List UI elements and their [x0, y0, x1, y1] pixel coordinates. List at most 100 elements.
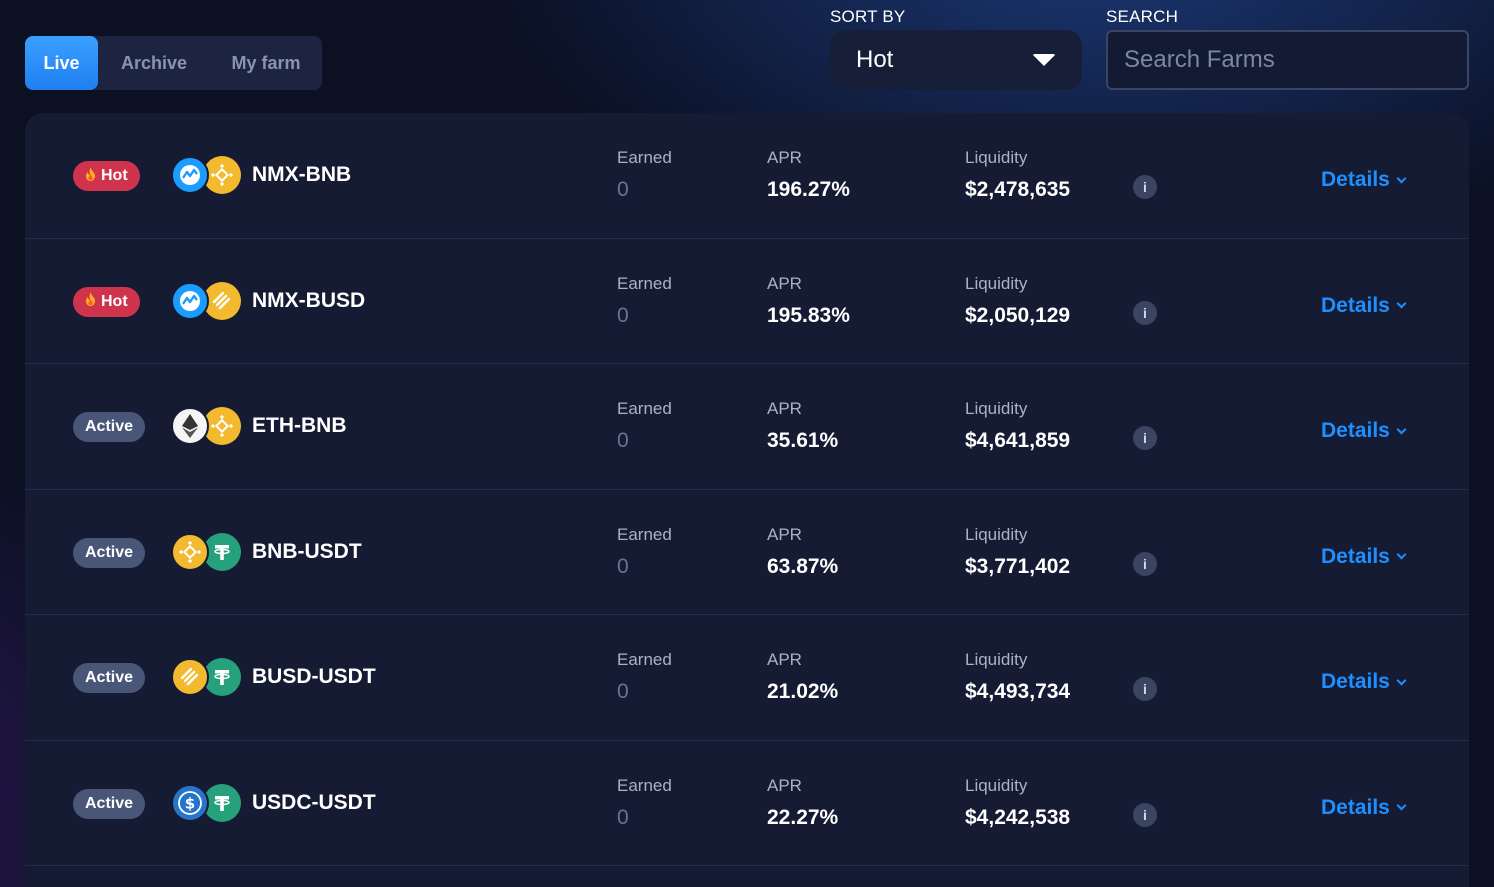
svg-text:$: $ [185, 794, 195, 812]
token-a-icon [171, 532, 209, 571]
token-a-icon [171, 658, 209, 696]
token-pair-icons [171, 658, 243, 696]
liquidity-label: Liquidity [965, 650, 1028, 669]
chevron-down-icon [1396, 173, 1407, 183]
pair-name: BUSD-USDT [252, 665, 376, 688]
status-badge-label: Hot [101, 292, 128, 310]
details-button[interactable]: Details [1321, 795, 1407, 820]
details-button[interactable]: Details [1321, 168, 1407, 192]
farm-row: Hot NMX-BUSD Earned 0 APR 195.83% Liquid… [25, 239, 1469, 364]
chevron-down-icon [1396, 298, 1407, 309]
pair-name: BNB-USDT [252, 539, 362, 563]
status-badge-label: Active [85, 418, 134, 435]
details-label: Details [1321, 419, 1390, 442]
pair-name: NMX-BNB [252, 163, 352, 186]
status-badge: Active [73, 788, 146, 819]
details-label: Details [1321, 795, 1390, 819]
chevron-down-icon [1396, 675, 1407, 685]
farm-row: Active BUSD-USDT Earned 0 APR 21.02% Liq… [25, 615, 1469, 741]
sort-by-label: SORT BY [830, 7, 906, 26]
apr-value: 22.27% [767, 805, 839, 829]
earned-label: Earned [617, 273, 672, 293]
details-button[interactable]: Details [1321, 670, 1407, 694]
token-a-icon [171, 156, 209, 194]
apr-label: APR [767, 399, 802, 418]
details-button[interactable]: Details [1321, 544, 1407, 569]
info-icon[interactable]: i [1133, 426, 1157, 450]
sort-select[interactable]: Hot [830, 30, 1082, 90]
earned-value: 0 [617, 680, 629, 703]
info-icon[interactable]: i [1133, 300, 1157, 325]
token-pair-icons: $ [171, 783, 243, 822]
token-b-icon [203, 658, 241, 696]
status-badge: Active [73, 412, 146, 442]
earned-label: Earned [617, 775, 672, 795]
earned-value: 0 [617, 429, 629, 452]
earned-value: 0 [617, 303, 629, 327]
chevron-down-icon [1396, 800, 1407, 811]
apr-label: APR [767, 775, 802, 795]
status-badge-label: Active [85, 543, 134, 561]
token-a-icon [171, 281, 209, 320]
status-badge-label: Active [85, 669, 134, 686]
pair-name: ETH-BNB [252, 414, 347, 437]
apr-label: APR [767, 273, 802, 293]
farm-list: Hot NMX-BNB Earned 0 APR 196.27% Liquidi… [25, 113, 1469, 887]
earned-label: Earned [617, 399, 672, 418]
details-label: Details [1321, 168, 1390, 191]
search-input[interactable] [1106, 30, 1469, 90]
flame-icon [85, 166, 96, 186]
pair-name: USDC-USDT [252, 790, 376, 814]
caret-down-icon [1032, 54, 1056, 66]
status-badge: Hot [73, 286, 140, 317]
token-b-icon [203, 407, 241, 445]
apr-value: 21.02% [767, 680, 839, 703]
earned-label: Earned [617, 524, 672, 544]
liquidity-value: $3,771,402 [965, 554, 1071, 578]
tab-live[interactable]: Live [25, 36, 98, 90]
details-button[interactable]: Details [1321, 419, 1407, 443]
token-a-icon [171, 407, 209, 445]
earned-value: 0 [617, 805, 629, 829]
liquidity-value: $4,493,734 [965, 680, 1071, 703]
details-button[interactable]: Details [1321, 294, 1407, 318]
tab-archive[interactable]: Archive [120, 52, 188, 73]
flame-icon [85, 292, 96, 311]
token-pair-icons [171, 156, 243, 194]
token-pair-icons [171, 407, 243, 445]
info-icon[interactable]: i [1133, 677, 1157, 701]
apr-value: 196.27% [767, 178, 850, 201]
liquidity-value: $4,242,538 [965, 805, 1071, 829]
liquidity-label: Liquidity [965, 775, 1028, 795]
apr-label: APR [767, 148, 802, 167]
apr-value: 195.83% [767, 303, 850, 327]
liquidity-label: Liquidity [965, 399, 1028, 418]
status-badge: Active [73, 663, 146, 693]
token-b-icon [203, 281, 241, 320]
liquidity-label: Liquidity [965, 524, 1028, 544]
tab-my-farm[interactable]: My farm [231, 52, 301, 73]
earned-value: 0 [617, 178, 629, 201]
token-b-icon [203, 532, 241, 571]
info-icon[interactable]: i [1133, 551, 1157, 576]
farm-row: Hot NMX-BNB Earned 0 APR 196.27% Liquidi… [25, 113, 1469, 239]
status-badge: Hot [73, 161, 140, 191]
farm-tabs: Live Archive My farm [25, 36, 322, 90]
status-badge: Active [73, 537, 146, 568]
earned-label: Earned [617, 650, 672, 669]
status-badge-label: Active [85, 794, 134, 812]
token-pair-icons [171, 281, 243, 320]
status-badge-label: Hot [101, 167, 128, 184]
details-label: Details [1321, 670, 1390, 693]
liquidity-value: $2,478,635 [965, 178, 1071, 201]
token-pair-icons [171, 532, 243, 571]
liquidity-label: Liquidity [965, 273, 1028, 293]
details-label: Details [1321, 544, 1390, 568]
info-icon[interactable]: i [1133, 802, 1157, 827]
token-b-icon [203, 783, 241, 822]
token-a-icon: $ [171, 783, 209, 822]
liquidity-value: $2,050,129 [965, 303, 1071, 327]
apr-value: 63.87% [767, 554, 839, 578]
info-icon[interactable]: i [1133, 175, 1157, 199]
liquidity-value: $4,641,859 [965, 429, 1071, 452]
